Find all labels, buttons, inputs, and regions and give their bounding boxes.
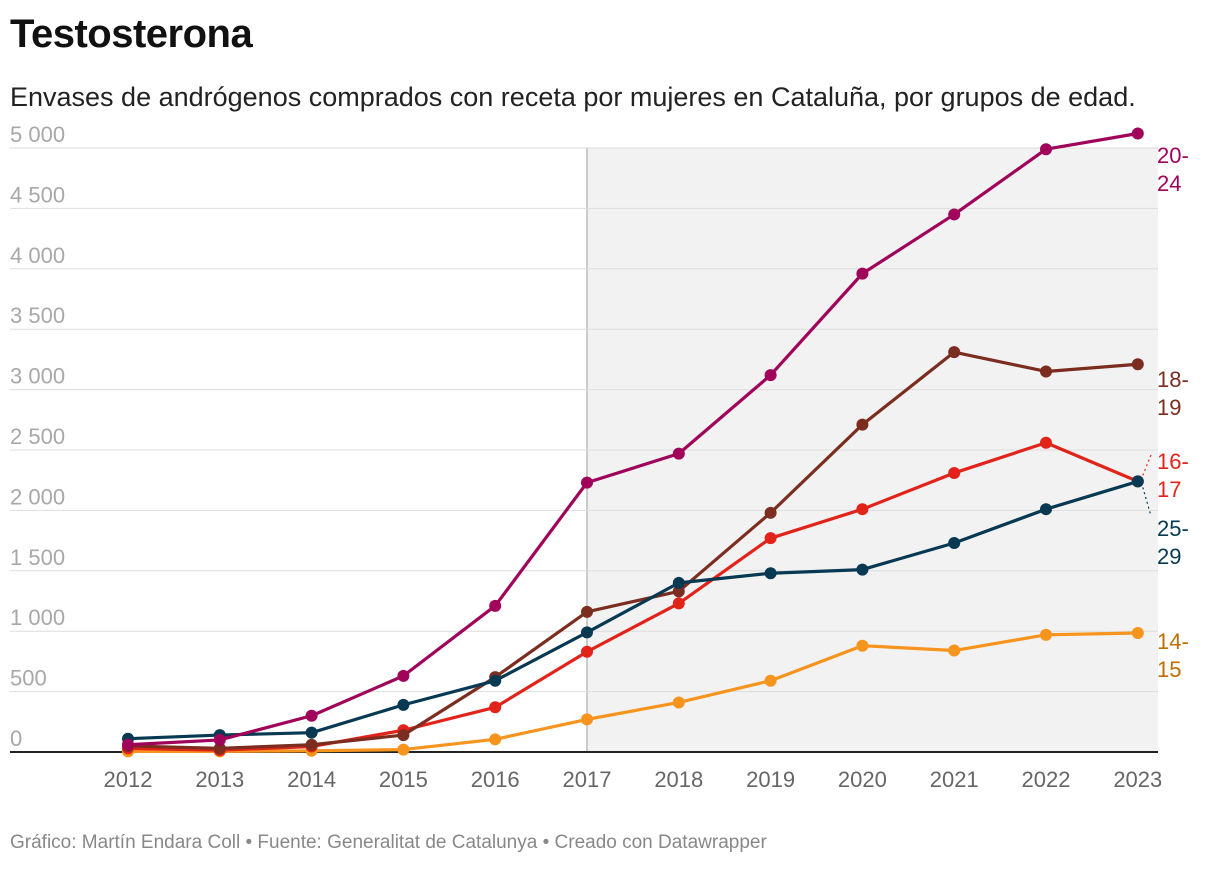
- data-point: [489, 733, 502, 746]
- series-label-line: 29: [1157, 544, 1181, 569]
- series-label-line: 16-: [1157, 449, 1189, 474]
- data-point: [948, 208, 961, 221]
- data-point: [672, 447, 685, 460]
- chart-footer: Gráfico: Martín Endara Coll • Fuente: Ge…: [10, 832, 767, 853]
- data-point: [1131, 627, 1144, 640]
- y-tick-label: 0: [10, 726, 22, 751]
- data-point: [856, 267, 869, 280]
- series-label-line: 24: [1157, 171, 1181, 196]
- data-point: [581, 626, 593, 639]
- x-tick-label: 2023: [1113, 767, 1162, 792]
- data-point: [489, 599, 502, 612]
- data-point: [856, 639, 869, 652]
- data-point: [672, 585, 685, 598]
- chart-subtitle: Envases de andrógenos comprados con rece…: [10, 82, 1136, 112]
- data-point: [856, 503, 869, 516]
- data-point: [948, 346, 961, 359]
- series-line: [128, 631, 1138, 753]
- data-point: [948, 466, 961, 479]
- data-point: [397, 669, 410, 682]
- data-point: [672, 576, 685, 589]
- data-point: [764, 567, 777, 580]
- data-point: [1040, 436, 1052, 449]
- data-point: [1040, 365, 1052, 378]
- series-label-line: 19: [1157, 395, 1181, 420]
- data-point: [581, 645, 593, 658]
- data-point: [1040, 628, 1052, 641]
- series-label-line: 20-: [1157, 143, 1189, 168]
- data-point: [672, 696, 685, 709]
- series-label-line: 14-: [1157, 629, 1189, 654]
- data-point: [1131, 475, 1144, 488]
- data-point: [489, 701, 502, 714]
- y-tick-label: 3 000: [10, 364, 65, 389]
- x-tick-label: 2019: [746, 767, 795, 792]
- data-point: [305, 738, 318, 751]
- series-line: [127, 479, 1139, 741]
- data-point: [581, 476, 593, 489]
- series-line: [127, 441, 1139, 752]
- y-tick-label: 4 000: [10, 243, 65, 268]
- data-point: [397, 743, 410, 756]
- series-label-18-19: 18-19: [1157, 367, 1189, 420]
- data-point: [489, 674, 502, 687]
- x-tick-label: 2013: [195, 767, 244, 792]
- data-point: [397, 698, 410, 711]
- series-25-29: [122, 475, 1144, 745]
- y-tick-label: 500: [10, 666, 47, 691]
- y-tick-label: 5 000: [10, 122, 65, 147]
- series-label-14-15: 14-15: [1157, 629, 1189, 682]
- series-18-19: [122, 346, 1144, 755]
- x-tick-label: 2020: [838, 767, 887, 792]
- label-connector: [1142, 454, 1152, 476]
- data-point: [581, 605, 593, 618]
- data-point: [305, 709, 318, 722]
- series-label-line: 18-: [1157, 367, 1189, 392]
- data-point: [1131, 358, 1144, 371]
- data-point: [764, 674, 777, 687]
- x-tick-label: 2015: [379, 767, 428, 792]
- y-tick-label: 4 500: [10, 182, 65, 207]
- series-20-24: [122, 127, 1144, 751]
- series-label-25-29: 25-29: [1157, 516, 1189, 569]
- x-tick-label: 2022: [1022, 767, 1071, 792]
- data-point: [764, 506, 777, 519]
- series-line: [127, 350, 1138, 750]
- data-point: [581, 713, 593, 726]
- data-point: [1040, 503, 1052, 516]
- data-point: [948, 644, 961, 657]
- y-tick-label: 1 000: [10, 605, 65, 630]
- series-line: [127, 131, 1139, 747]
- data-point: [948, 537, 961, 550]
- data-point: [1040, 143, 1052, 156]
- x-tick-label: 2018: [654, 767, 703, 792]
- y-tick-label: 3 500: [10, 303, 65, 328]
- data-point: [856, 418, 869, 431]
- data-point: [764, 369, 777, 382]
- x-tick-label: 2017: [563, 767, 612, 792]
- series-label-16-17: 16-17: [1157, 449, 1189, 502]
- y-tick-label: 2 500: [10, 424, 65, 449]
- x-tick-label: 2014: [287, 767, 336, 792]
- chart-title: Testosterona: [10, 12, 253, 56]
- data-point: [856, 563, 869, 576]
- x-tick-label: 2021: [930, 767, 979, 792]
- series-label-20-24: 20-24: [1157, 143, 1189, 196]
- data-point: [213, 742, 226, 755]
- data-point: [764, 532, 777, 545]
- series-label-line: 15: [1157, 657, 1181, 682]
- data-point: [122, 738, 134, 751]
- y-tick-label: 2 000: [10, 484, 65, 509]
- data-point: [672, 597, 685, 610]
- series-label-line: 17: [1157, 477, 1181, 502]
- data-point: [305, 726, 318, 739]
- data-point: [1131, 127, 1144, 140]
- series-label-line: 25-: [1157, 516, 1189, 541]
- x-tick-label: 2016: [471, 767, 520, 792]
- data-point: [213, 733, 226, 746]
- x-tick-label: 2012: [104, 767, 153, 792]
- data-point: [397, 729, 410, 742]
- y-tick-label: 1 500: [10, 545, 65, 570]
